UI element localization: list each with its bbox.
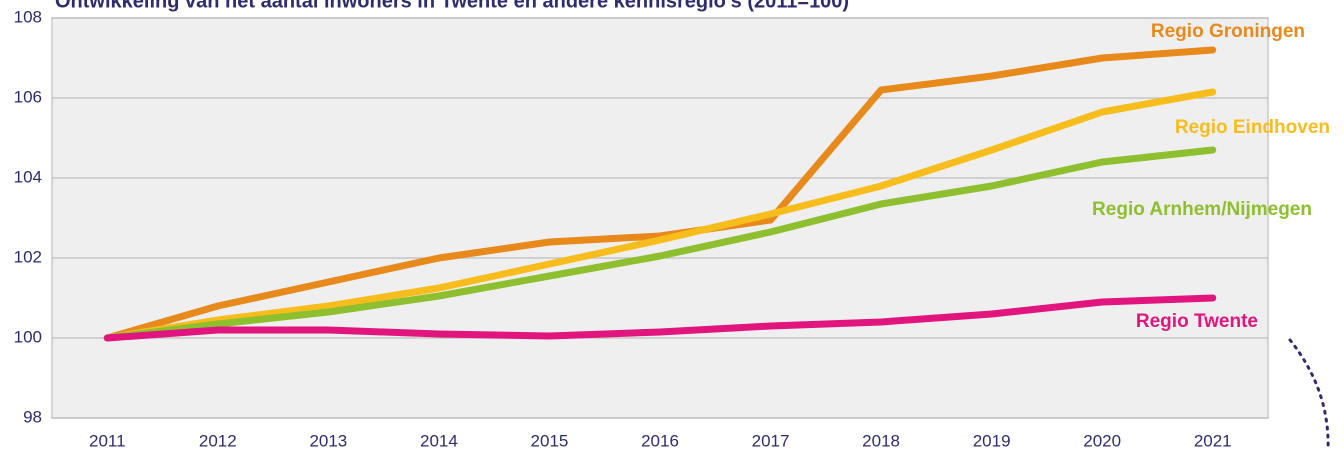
y-tick-label: 108 (14, 7, 42, 26)
x-tick-label: 2020 (1083, 431, 1121, 450)
decorative-arc (1288, 338, 1330, 452)
x-tick-label: 2011 (89, 431, 126, 450)
y-tick-label: 98 (23, 407, 42, 426)
series-line (103, 88, 1217, 342)
series-label: Regio Groningen (1151, 21, 1305, 42)
chart-title: Ontwikkeling van het aantal inwoners in … (55, 0, 849, 12)
y-tick-label: 106 (14, 87, 42, 106)
x-tick-label: 2017 (752, 431, 790, 450)
series-line (103, 146, 1217, 342)
x-tick-label: 2015 (531, 431, 569, 450)
y-tick-label: 102 (14, 247, 42, 266)
x-tick-label: 2021 (1194, 431, 1232, 450)
x-tick-label: 2014 (420, 431, 458, 450)
x-tick-label: 2019 (973, 431, 1011, 450)
y-tick-label: 100 (14, 327, 42, 346)
series-label: Regio Twente (1136, 311, 1258, 332)
series-label: Regio Arnhem/Nijmegen (1092, 199, 1312, 220)
x-tick-label: 2018 (862, 431, 900, 450)
x-tick-label: 2012 (199, 431, 237, 450)
series-line (103, 46, 1217, 342)
plot-area (51, 17, 1269, 419)
series-line (103, 294, 1217, 342)
x-tick-label: 2013 (309, 431, 347, 450)
y-tick-label: 104 (14, 167, 42, 186)
series-label: Regio Eindhoven (1175, 117, 1330, 138)
x-tick-label: 2016 (641, 431, 679, 450)
